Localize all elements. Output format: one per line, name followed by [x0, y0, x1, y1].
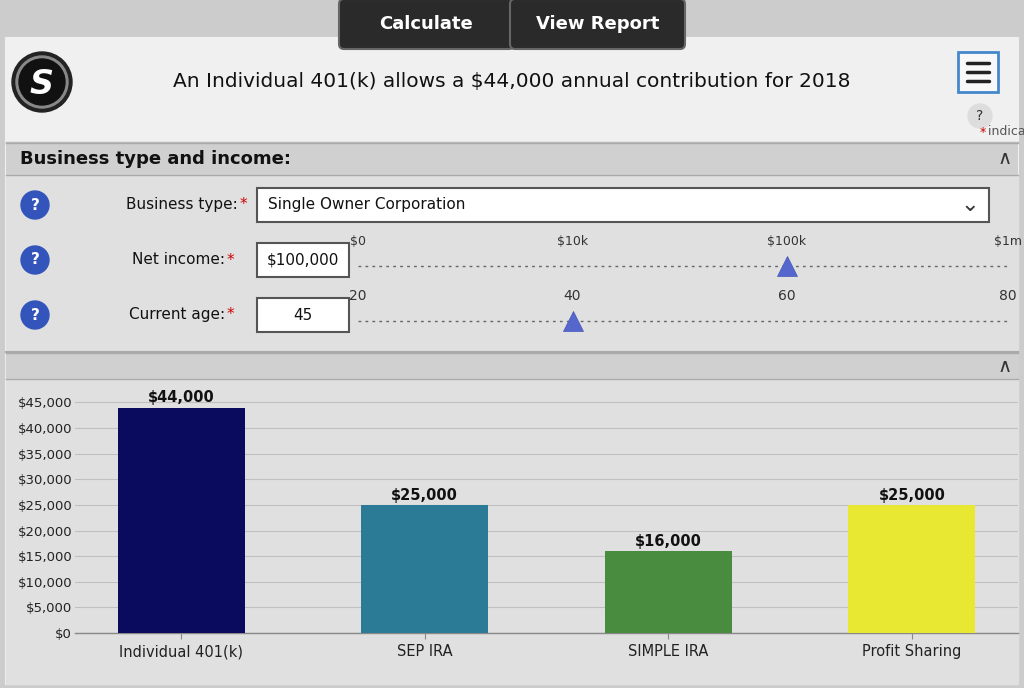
Circle shape — [22, 191, 49, 219]
Text: ?: ? — [31, 197, 40, 213]
FancyBboxPatch shape — [510, 0, 685, 49]
Text: ∧: ∧ — [997, 356, 1012, 376]
Circle shape — [16, 56, 68, 108]
Text: An Individual 401(k) allows a $44,000 annual contribution for 2018: An Individual 401(k) allows a $44,000 an… — [173, 72, 851, 92]
Text: ?: ? — [31, 252, 40, 268]
Bar — [849, 505, 975, 633]
Text: ⌄: ⌄ — [961, 195, 979, 215]
Bar — [6, 353, 1018, 379]
Text: 20: 20 — [349, 289, 367, 303]
Bar — [6, 143, 1018, 175]
Text: $16,000: $16,000 — [635, 534, 701, 549]
Bar — [605, 551, 731, 633]
FancyBboxPatch shape — [958, 52, 998, 92]
Text: $25,000: $25,000 — [391, 488, 458, 503]
Circle shape — [19, 59, 65, 105]
Text: S: S — [30, 67, 54, 100]
Text: Current age:: Current age: — [129, 308, 225, 323]
Bar — [361, 505, 488, 633]
Text: $10k: $10k — [557, 235, 588, 248]
Text: *: * — [980, 125, 990, 138]
FancyBboxPatch shape — [339, 0, 514, 49]
FancyBboxPatch shape — [257, 298, 349, 332]
Text: *: * — [227, 252, 234, 268]
Text: $100k: $100k — [767, 235, 807, 248]
Text: $100,000: $100,000 — [267, 252, 339, 268]
Text: View Report: View Report — [536, 15, 659, 33]
Text: $1m: $1m — [994, 235, 1022, 248]
Text: ?: ? — [31, 308, 40, 323]
Circle shape — [22, 301, 49, 329]
Text: Single Owner Corporation: Single Owner Corporation — [268, 197, 465, 213]
Circle shape — [22, 246, 49, 274]
Text: Business type and income:: Business type and income: — [20, 150, 291, 168]
Text: Calculate: Calculate — [380, 15, 473, 33]
Circle shape — [968, 104, 992, 128]
Text: *: * — [240, 197, 248, 213]
Text: 40: 40 — [564, 289, 582, 303]
Text: *: * — [227, 308, 234, 323]
Text: indicates required.: indicates required. — [988, 125, 1024, 138]
Text: 80: 80 — [999, 289, 1017, 303]
Bar — [6, 379, 1018, 684]
Text: $0: $0 — [350, 235, 366, 248]
Text: ∧: ∧ — [997, 149, 1012, 169]
Text: 60: 60 — [778, 289, 796, 303]
Circle shape — [12, 52, 72, 112]
Bar — [118, 407, 245, 633]
Text: Business type:: Business type: — [126, 197, 238, 213]
FancyBboxPatch shape — [257, 243, 349, 277]
Bar — [6, 175, 1018, 350]
Text: 45: 45 — [293, 308, 312, 323]
Text: ?: ? — [976, 109, 984, 123]
Text: Net income:: Net income: — [132, 252, 225, 268]
FancyBboxPatch shape — [257, 188, 989, 222]
Text: $44,000: $44,000 — [147, 391, 215, 405]
Text: $25,000: $25,000 — [879, 488, 945, 503]
